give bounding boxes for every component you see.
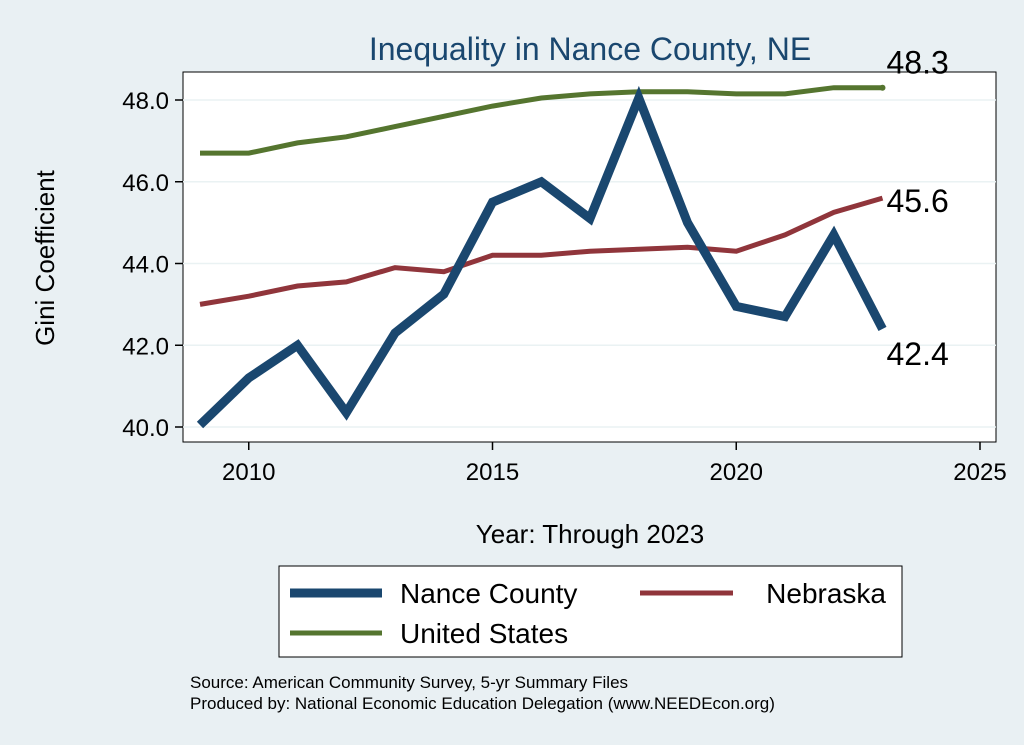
chart-title: Inequality in Nance County, NE [369,31,811,67]
plot-area [182,71,997,443]
series-line-united-states [200,85,883,156]
end-label-nebraska: 45.6 [887,183,949,219]
legend-label-united-states: United States [400,618,568,649]
end-marker-united-states [879,84,886,91]
end-label-united-states: 48.3 [887,45,949,81]
axes: 40.0 42.0 44.0 46.0 48.0 2010 2015 2020 2025 [122,88,1006,486]
series-lines [196,84,887,429]
y-axis-label: Gini Coefficient [30,169,60,346]
legend-box [278,565,903,658]
y-tick-label-1: 42.0 [122,333,169,360]
series-line-nebraska [199,195,884,307]
y-tick-label-2: 44.0 [122,252,169,279]
legend-label-nance-county: Nance County [400,578,577,609]
source-note: Source: American Community Survey, 5-yr … [190,673,628,692]
legend: Nance County Nebraska United States [278,565,903,658]
end-labels: 42.4 45.6 48.3 [887,45,949,372]
x-tick-label-2: 2020 [710,459,763,486]
y-tick-label-4: 48.0 [122,88,169,115]
x-tick-label-0: 2010 [222,459,275,486]
producer-note: Produced by: National Economic Education… [190,694,775,713]
x-tick-label-1: 2015 [466,459,519,486]
series-line-nance-county [196,85,887,429]
end-label-nance-county: 42.4 [887,336,949,372]
x-axis-label: Year: Through 2023 [476,519,704,549]
y-tick-label-0: 40.0 [122,415,169,442]
x-tick-label-3: 2025 [953,459,1006,486]
y-tick-label-3: 46.0 [122,170,169,197]
legend-label-nebraska: Nebraska [766,578,886,609]
gridlines [183,99,996,428]
